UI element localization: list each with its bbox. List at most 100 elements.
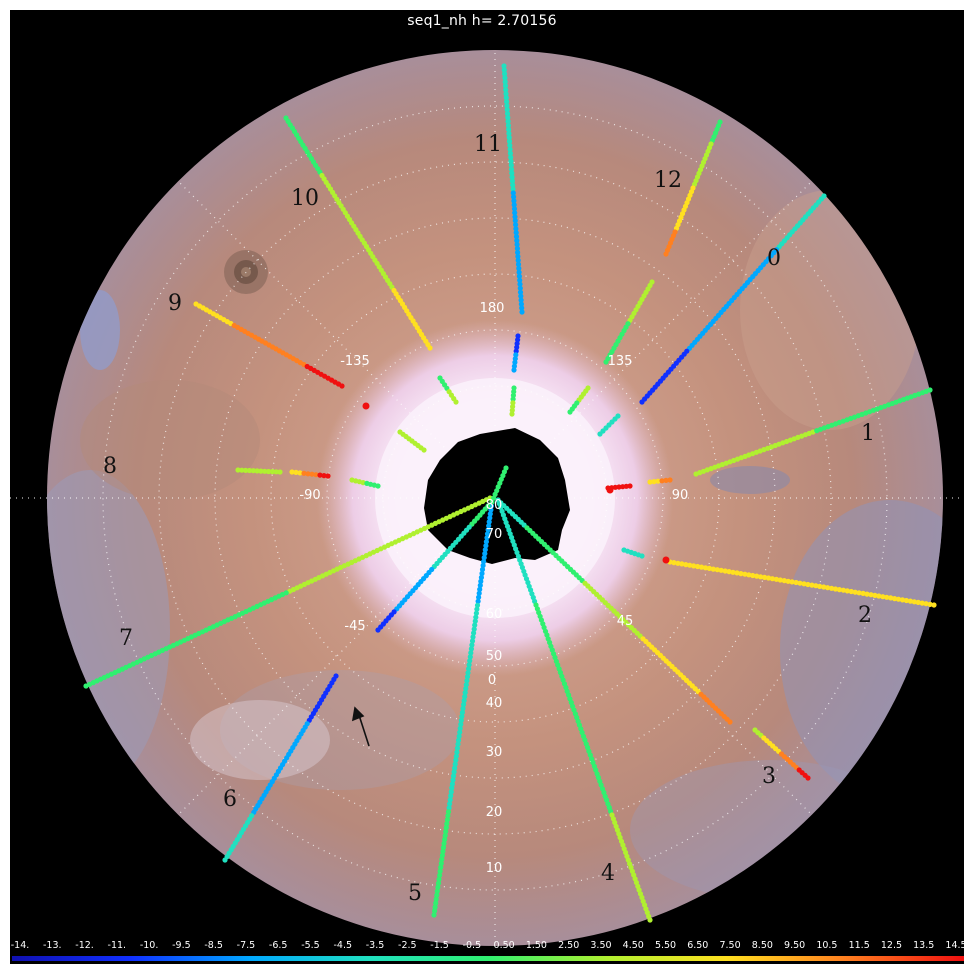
track-point [505, 122, 511, 129]
track-point [864, 591, 870, 597]
track-point [817, 583, 823, 590]
track-point [469, 638, 476, 644]
track-point [750, 572, 756, 579]
track-point [449, 781, 455, 787]
track-point [459, 713, 465, 720]
track-point [309, 471, 315, 477]
colorbar-tick-label: 4.50 [622, 940, 644, 951]
track-point [486, 519, 492, 525]
track-point [475, 598, 481, 604]
track-point [436, 876, 442, 882]
colorbar-tick-label: -3.5 [365, 940, 385, 951]
track-point [504, 103, 510, 109]
track-point [511, 385, 517, 391]
track-point [467, 658, 473, 664]
colorbar-tick-label: -11. [107, 940, 127, 951]
track-point [722, 568, 728, 574]
tracks [83, 63, 937, 923]
track-point [509, 170, 515, 176]
track-point [501, 63, 507, 69]
lat-label: 80 [486, 498, 503, 513]
track-point [515, 253, 521, 260]
track-point [647, 917, 653, 923]
track-point [517, 277, 523, 283]
track-point [727, 719, 733, 725]
track-point [505, 115, 511, 121]
track-point [714, 567, 720, 573]
track-point [460, 705, 466, 712]
track-point [903, 597, 910, 604]
track-point [440, 848, 446, 855]
track-point [455, 737, 462, 743]
track-point [698, 564, 705, 570]
track-point [516, 265, 522, 271]
track-point [513, 348, 519, 354]
colorbar-tick-label: -8.5 [204, 940, 223, 951]
track-labels: 0 1 2 3 4 5 6 7 8 9 10 11 12 [103, 132, 875, 906]
track-point [486, 523, 492, 529]
track-point [517, 281, 523, 287]
track-point [931, 602, 937, 608]
colorbar-tick-label: 1.50 [525, 940, 547, 951]
track-point [781, 578, 787, 584]
track-point [513, 222, 519, 228]
track-point [510, 190, 516, 196]
track-point [512, 214, 518, 220]
track-point [449, 785, 455, 791]
track-point [567, 409, 573, 415]
track-point [671, 560, 677, 566]
track-point [479, 570, 485, 577]
track-point [836, 587, 843, 593]
track-point [235, 467, 241, 473]
track-point [501, 67, 507, 73]
track-point [876, 593, 882, 599]
track-point [647, 479, 653, 485]
track-point [726, 569, 732, 575]
track-point [509, 407, 515, 413]
lon-label: 90 [672, 488, 689, 503]
track-point [445, 813, 451, 819]
track-point [452, 765, 458, 771]
lat-label: 20 [486, 805, 503, 820]
track-point [362, 402, 370, 410]
track-point [433, 900, 439, 906]
track-point [421, 447, 427, 453]
colorbar-tick-label: 14.5 [945, 940, 964, 951]
track-point [639, 553, 645, 559]
track-point [432, 904, 438, 910]
track-label: 4 [601, 861, 615, 886]
colorbar-tick-label: 9.50 [784, 940, 806, 951]
colorbar-tick-label: 11.5 [848, 940, 870, 951]
lon-label: 45 [617, 614, 634, 629]
track-point [481, 559, 487, 565]
track-point [762, 574, 768, 581]
track-point [305, 471, 311, 477]
track-point [860, 590, 866, 597]
track-point [742, 571, 748, 577]
track-point [516, 273, 522, 279]
track-label: 5 [408, 881, 422, 906]
track-point [375, 627, 381, 633]
colorbar-tick-label: 5.50 [654, 940, 677, 951]
track-point [892, 596, 898, 602]
track-point [509, 174, 515, 180]
track-label: 0 [767, 246, 781, 271]
lon-label: 180 [480, 301, 505, 316]
track-point [456, 733, 462, 739]
track-point [317, 472, 323, 478]
track-point [659, 478, 665, 484]
latitude-labels: 80 70 60 50 40 30 20 10 [486, 498, 503, 876]
track-point [508, 162, 514, 168]
lon-label: -135 [340, 354, 370, 369]
colorbar-tick-label: -10. [139, 940, 159, 951]
track-point [655, 478, 661, 484]
track-point [450, 777, 456, 783]
track-point [651, 479, 657, 485]
track-point [442, 836, 448, 843]
track-point [512, 210, 518, 216]
track-point [447, 797, 453, 803]
track-point [606, 486, 614, 494]
track-point [239, 467, 245, 473]
track-point [505, 118, 511, 125]
track-point [246, 467, 253, 474]
